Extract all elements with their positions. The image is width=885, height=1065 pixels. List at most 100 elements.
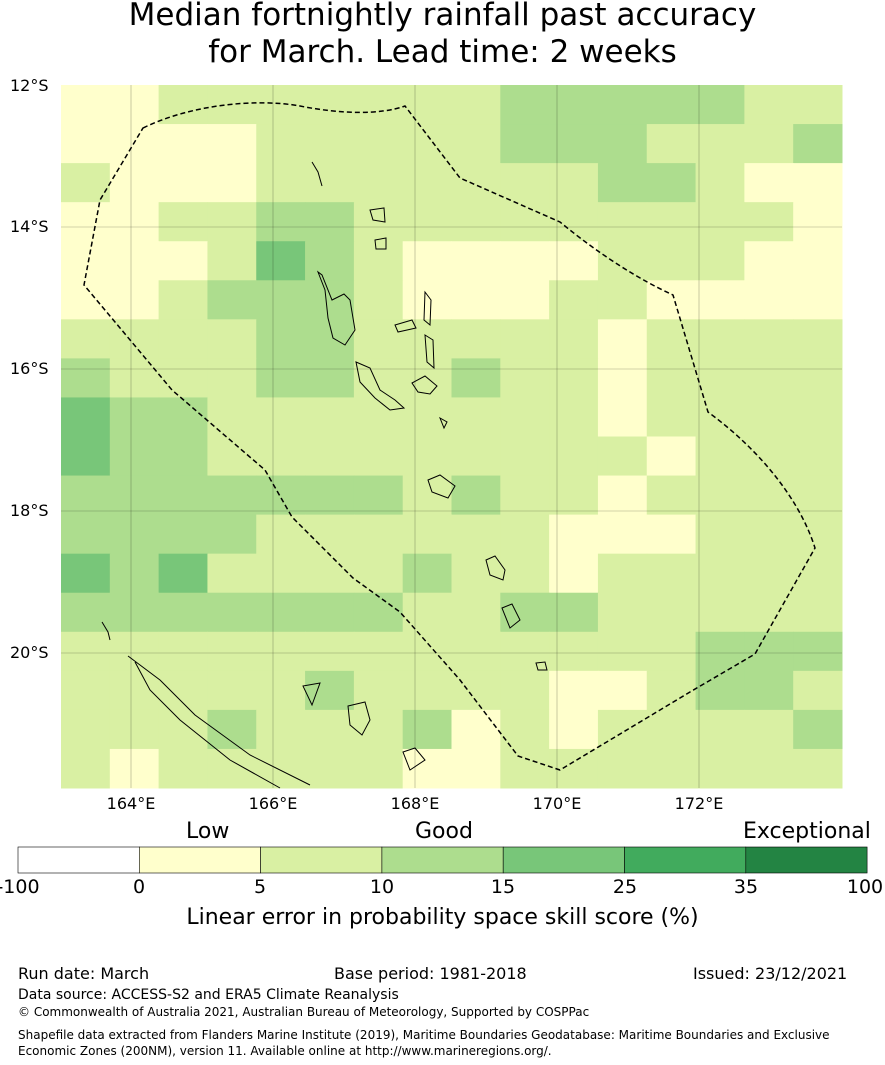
- lat-label-14s: 14°S: [10, 217, 49, 236]
- skill-cell: [402, 85, 452, 125]
- map-title-line2: for March. Lead time: 2 weeks: [208, 34, 677, 70]
- map-title-line1: Median fortnightly rainfall past accurac…: [128, 0, 757, 33]
- skill-cell: [744, 163, 794, 203]
- skill-cell: [793, 514, 843, 555]
- skill-cell: [353, 280, 404, 320]
- skill-cell: [207, 670, 257, 711]
- skill-cell: [353, 553, 404, 594]
- skill-cell: [109, 280, 160, 320]
- skill-cell: [256, 85, 306, 125]
- skill-cell: [451, 436, 501, 477]
- skill-cell: [109, 241, 160, 281]
- skill-cell: [793, 85, 843, 125]
- skill-cell: [695, 670, 745, 711]
- skill-cell: [744, 85, 794, 125]
- skill-cell: [305, 592, 355, 633]
- skill-cell: [158, 358, 208, 398]
- colorbar-tick: 5: [253, 876, 267, 898]
- skill-cell: [402, 475, 452, 516]
- skill-cell: [597, 553, 648, 594]
- skill-cell: [353, 241, 404, 281]
- skill-cell: [549, 163, 599, 203]
- skill-cell: [305, 748, 355, 789]
- skill-cell: [402, 202, 452, 242]
- skill-cell: [158, 514, 208, 555]
- skill-cell: [256, 358, 306, 398]
- skill-cell: [793, 436, 843, 477]
- skill-cell: [500, 631, 550, 672]
- skill-cell: [353, 514, 404, 555]
- skill-cell: [61, 592, 111, 633]
- skill-cell: [109, 85, 160, 125]
- skill-cell: [61, 124, 111, 164]
- skill-cell: [61, 514, 111, 555]
- skill-cell: [61, 358, 111, 398]
- skill-cell: [256, 241, 306, 281]
- colorbar-swatch: [260, 846, 383, 874]
- run-date: Run date: March: [18, 964, 150, 983]
- skill-cell: [646, 436, 697, 477]
- skill-cell: [695, 319, 745, 359]
- colorbar-tick: 25: [612, 876, 638, 898]
- skill-cell: [744, 475, 794, 516]
- colorbar-tick: -100: [0, 876, 40, 898]
- graticule: [61, 85, 842, 788]
- skill-cell: [793, 475, 843, 516]
- skill-cell: [500, 358, 550, 398]
- skill-cell: [207, 514, 257, 555]
- skill-cell: [549, 592, 599, 633]
- skill-cell: [61, 319, 111, 359]
- lat-label-18s: 18°S: [10, 501, 49, 520]
- skill-cell: [695, 280, 745, 320]
- skill-cell: [549, 319, 599, 359]
- skill-cell: [402, 436, 452, 477]
- skill-cell: [305, 358, 355, 398]
- skill-cell: [402, 319, 452, 359]
- skill-cell: [158, 436, 208, 477]
- skill-cell: [158, 748, 208, 789]
- skill-cell: [451, 475, 501, 516]
- copyright: © Commonwealth of Australia 2021, Austra…: [18, 1005, 590, 1019]
- skill-cell: [597, 670, 648, 711]
- skill-cell: [305, 397, 355, 437]
- skill-cell: [207, 631, 257, 672]
- skill-cell: [793, 709, 843, 750]
- skill-cell: [646, 85, 697, 125]
- skill-cell: [597, 748, 648, 789]
- skill-cell: [451, 280, 501, 320]
- skill-cell: [695, 748, 745, 789]
- skill-cell: [793, 280, 843, 320]
- colorbar-swatch: [502, 846, 625, 874]
- skill-cell: [61, 670, 111, 711]
- skill-cell: [353, 163, 404, 203]
- skill-cell: [695, 553, 745, 594]
- skill-cell: [597, 319, 648, 359]
- skill-cell: [793, 670, 843, 711]
- skill-cell: [305, 553, 355, 594]
- skill-cell: [61, 475, 111, 516]
- skill-cell: [793, 319, 843, 359]
- skill-cell: [597, 397, 648, 437]
- skill-cell: [61, 397, 111, 437]
- skill-cell: [695, 397, 745, 437]
- skill-cell: [646, 124, 697, 164]
- skill-cell: [597, 475, 648, 516]
- skill-cell: [695, 514, 745, 555]
- skill-cell: [793, 124, 843, 164]
- skill-cell: [695, 124, 745, 164]
- skill-cell: [695, 592, 745, 633]
- skill-cell: [158, 592, 208, 633]
- skill-cell: [744, 592, 794, 633]
- skill-cell: [500, 124, 550, 164]
- skill-cell: [402, 631, 452, 672]
- category-good: Good: [415, 819, 473, 844]
- skill-cell: [695, 436, 745, 477]
- lon-label-172e: 172°E: [674, 794, 724, 813]
- skill-cell: [207, 358, 257, 398]
- lat-label-20s: 20°S: [10, 643, 49, 662]
- skill-cell: [695, 709, 745, 750]
- skill-cell: [646, 241, 697, 281]
- skill-cell: [597, 241, 648, 281]
- skill-cell: [353, 85, 404, 125]
- skill-cell: [402, 670, 452, 711]
